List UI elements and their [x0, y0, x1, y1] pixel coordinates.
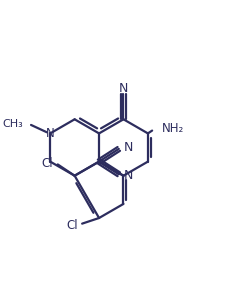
Text: N: N	[118, 82, 128, 95]
Text: Cl: Cl	[42, 157, 53, 170]
Text: Cl: Cl	[66, 219, 78, 232]
Text: N: N	[123, 169, 133, 182]
Text: CH₃: CH₃	[3, 119, 23, 129]
Text: N: N	[46, 127, 54, 140]
Text: N: N	[123, 141, 133, 154]
Text: NH₂: NH₂	[161, 122, 183, 135]
